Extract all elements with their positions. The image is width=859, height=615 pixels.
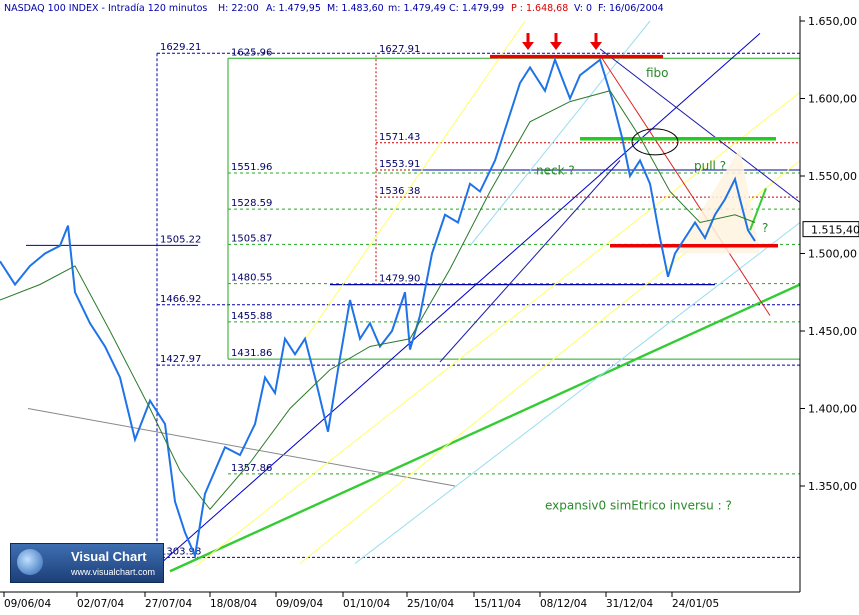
annotation-text: neck ? [536, 163, 575, 177]
channel-cyan [354, 222, 801, 564]
channel-yellow [194, 91, 801, 567]
logo-url: www.visualchart.com [71, 567, 156, 577]
neck-ellipse [631, 128, 679, 156]
header-prev: P : 1.648,68 [511, 3, 568, 14]
header-low: m: 1.479,49 [388, 3, 446, 14]
trend-line-red [599, 54, 771, 316]
x-tick-label: 01/10/04 [343, 598, 390, 610]
level-label: 1629.21 [160, 42, 201, 53]
annotation-text: expansiv0 simEtrico inversu : ? [545, 498, 732, 512]
level-label: 1303.98 [160, 546, 201, 557]
header-volume: V: 0 [574, 3, 592, 14]
x-tick-label: 15/11/04 [474, 598, 521, 610]
annotation-text: pull ? [694, 159, 726, 173]
level-label: 1505.22 [160, 234, 201, 245]
header-high: M: 1.483,60 [327, 3, 384, 14]
level-label: 1431.86 [231, 348, 272, 359]
down-arrow-icon [522, 42, 534, 50]
price-badge-label: 1.515,40 [811, 224, 859, 237]
level-label: 1627.91 [379, 44, 420, 55]
price-line [0, 56, 756, 560]
down-arrow-icon [550, 42, 562, 50]
y-tick-label: 1.600,00 [808, 93, 857, 106]
level-label: 1551.96 [231, 162, 272, 173]
series [0, 56, 756, 560]
triangle-pattern [675, 148, 760, 254]
globe-icon [17, 549, 43, 575]
level-label: 1480.55 [231, 273, 272, 284]
header-time: H: 22:00 [218, 3, 259, 14]
level-label: 1571.43 [379, 132, 420, 143]
header-open: A: 1.479,95 [266, 3, 321, 14]
level-label: 1528.59 [231, 198, 272, 209]
level-label: 1357.86 [231, 463, 272, 474]
header-close: C: 1.479,99 [449, 3, 504, 14]
projection-green [749, 188, 767, 231]
level-label: 1536.38 [379, 186, 420, 197]
x-tick-label: 24/01/05 [672, 598, 719, 610]
x-tick-label: 27/07/04 [145, 598, 192, 610]
y-tick-label: 1.350,00 [808, 480, 857, 493]
down-arrow-icon [590, 42, 602, 50]
price-badge [802, 221, 859, 238]
trend-line-blue [156, 33, 761, 567]
trend-line-navy [439, 160, 621, 363]
level-label: 1505.87 [231, 233, 272, 244]
level-label: 1479.90 [379, 274, 420, 285]
x-tick-label: 08/12/04 [540, 598, 587, 610]
y-tick-label: 1.450,00 [808, 325, 857, 338]
x-tick-label: 09/06/04 [4, 598, 51, 610]
x-tick-label: 18/08/04 [210, 598, 257, 610]
header-date: F: 16/06/2004 [598, 3, 664, 14]
level-label: 1427.97 [160, 354, 201, 365]
x-tick-label: 25/10/04 [407, 598, 454, 610]
level-label: 1455.88 [231, 311, 272, 322]
level-label: 1553.91 [379, 159, 420, 170]
y-tick-label: 1.500,00 [808, 248, 857, 261]
moving-average-line [0, 90, 756, 511]
trend-line-navy [599, 48, 801, 203]
support-green-line [169, 283, 801, 573]
chart-header: NASDAQ 100 INDEX - Intradía 120 minutos … [4, 3, 664, 14]
x-tick-label: 09/09/04 [276, 598, 323, 610]
logo-brand: Visual Chart [71, 549, 147, 564]
level-label: 1625.96 [231, 47, 272, 58]
header-title: NASDAQ 100 INDEX - Intradía 120 minutos [4, 3, 207, 14]
annotation-text: ? [762, 221, 768, 235]
channel-cyan [469, 20, 651, 247]
visual-chart-logo: Visual Chart www.visualchart.com [10, 543, 164, 583]
y-tick-label: 1.550,00 [808, 170, 857, 183]
axes: 1.350,00 1.400,00 1.450,00 1.500,00 1.550,00… [0, 15, 859, 610]
x-tick-label: 02/07/04 [77, 598, 124, 610]
x-tick-label: 31/12/04 [606, 598, 653, 610]
level-label: 1466.92 [160, 294, 201, 305]
y-tick-label: 1.650,00 [808, 15, 857, 28]
y-tick-label: 1.400,00 [808, 403, 857, 416]
trend-lines [27, 20, 801, 573]
annotations: fibo neck ? pull ?? expansiv0 simEtrico inv… [522, 33, 768, 512]
annotation-text: fibo [646, 66, 669, 80]
channel-yellow [299, 20, 526, 347]
